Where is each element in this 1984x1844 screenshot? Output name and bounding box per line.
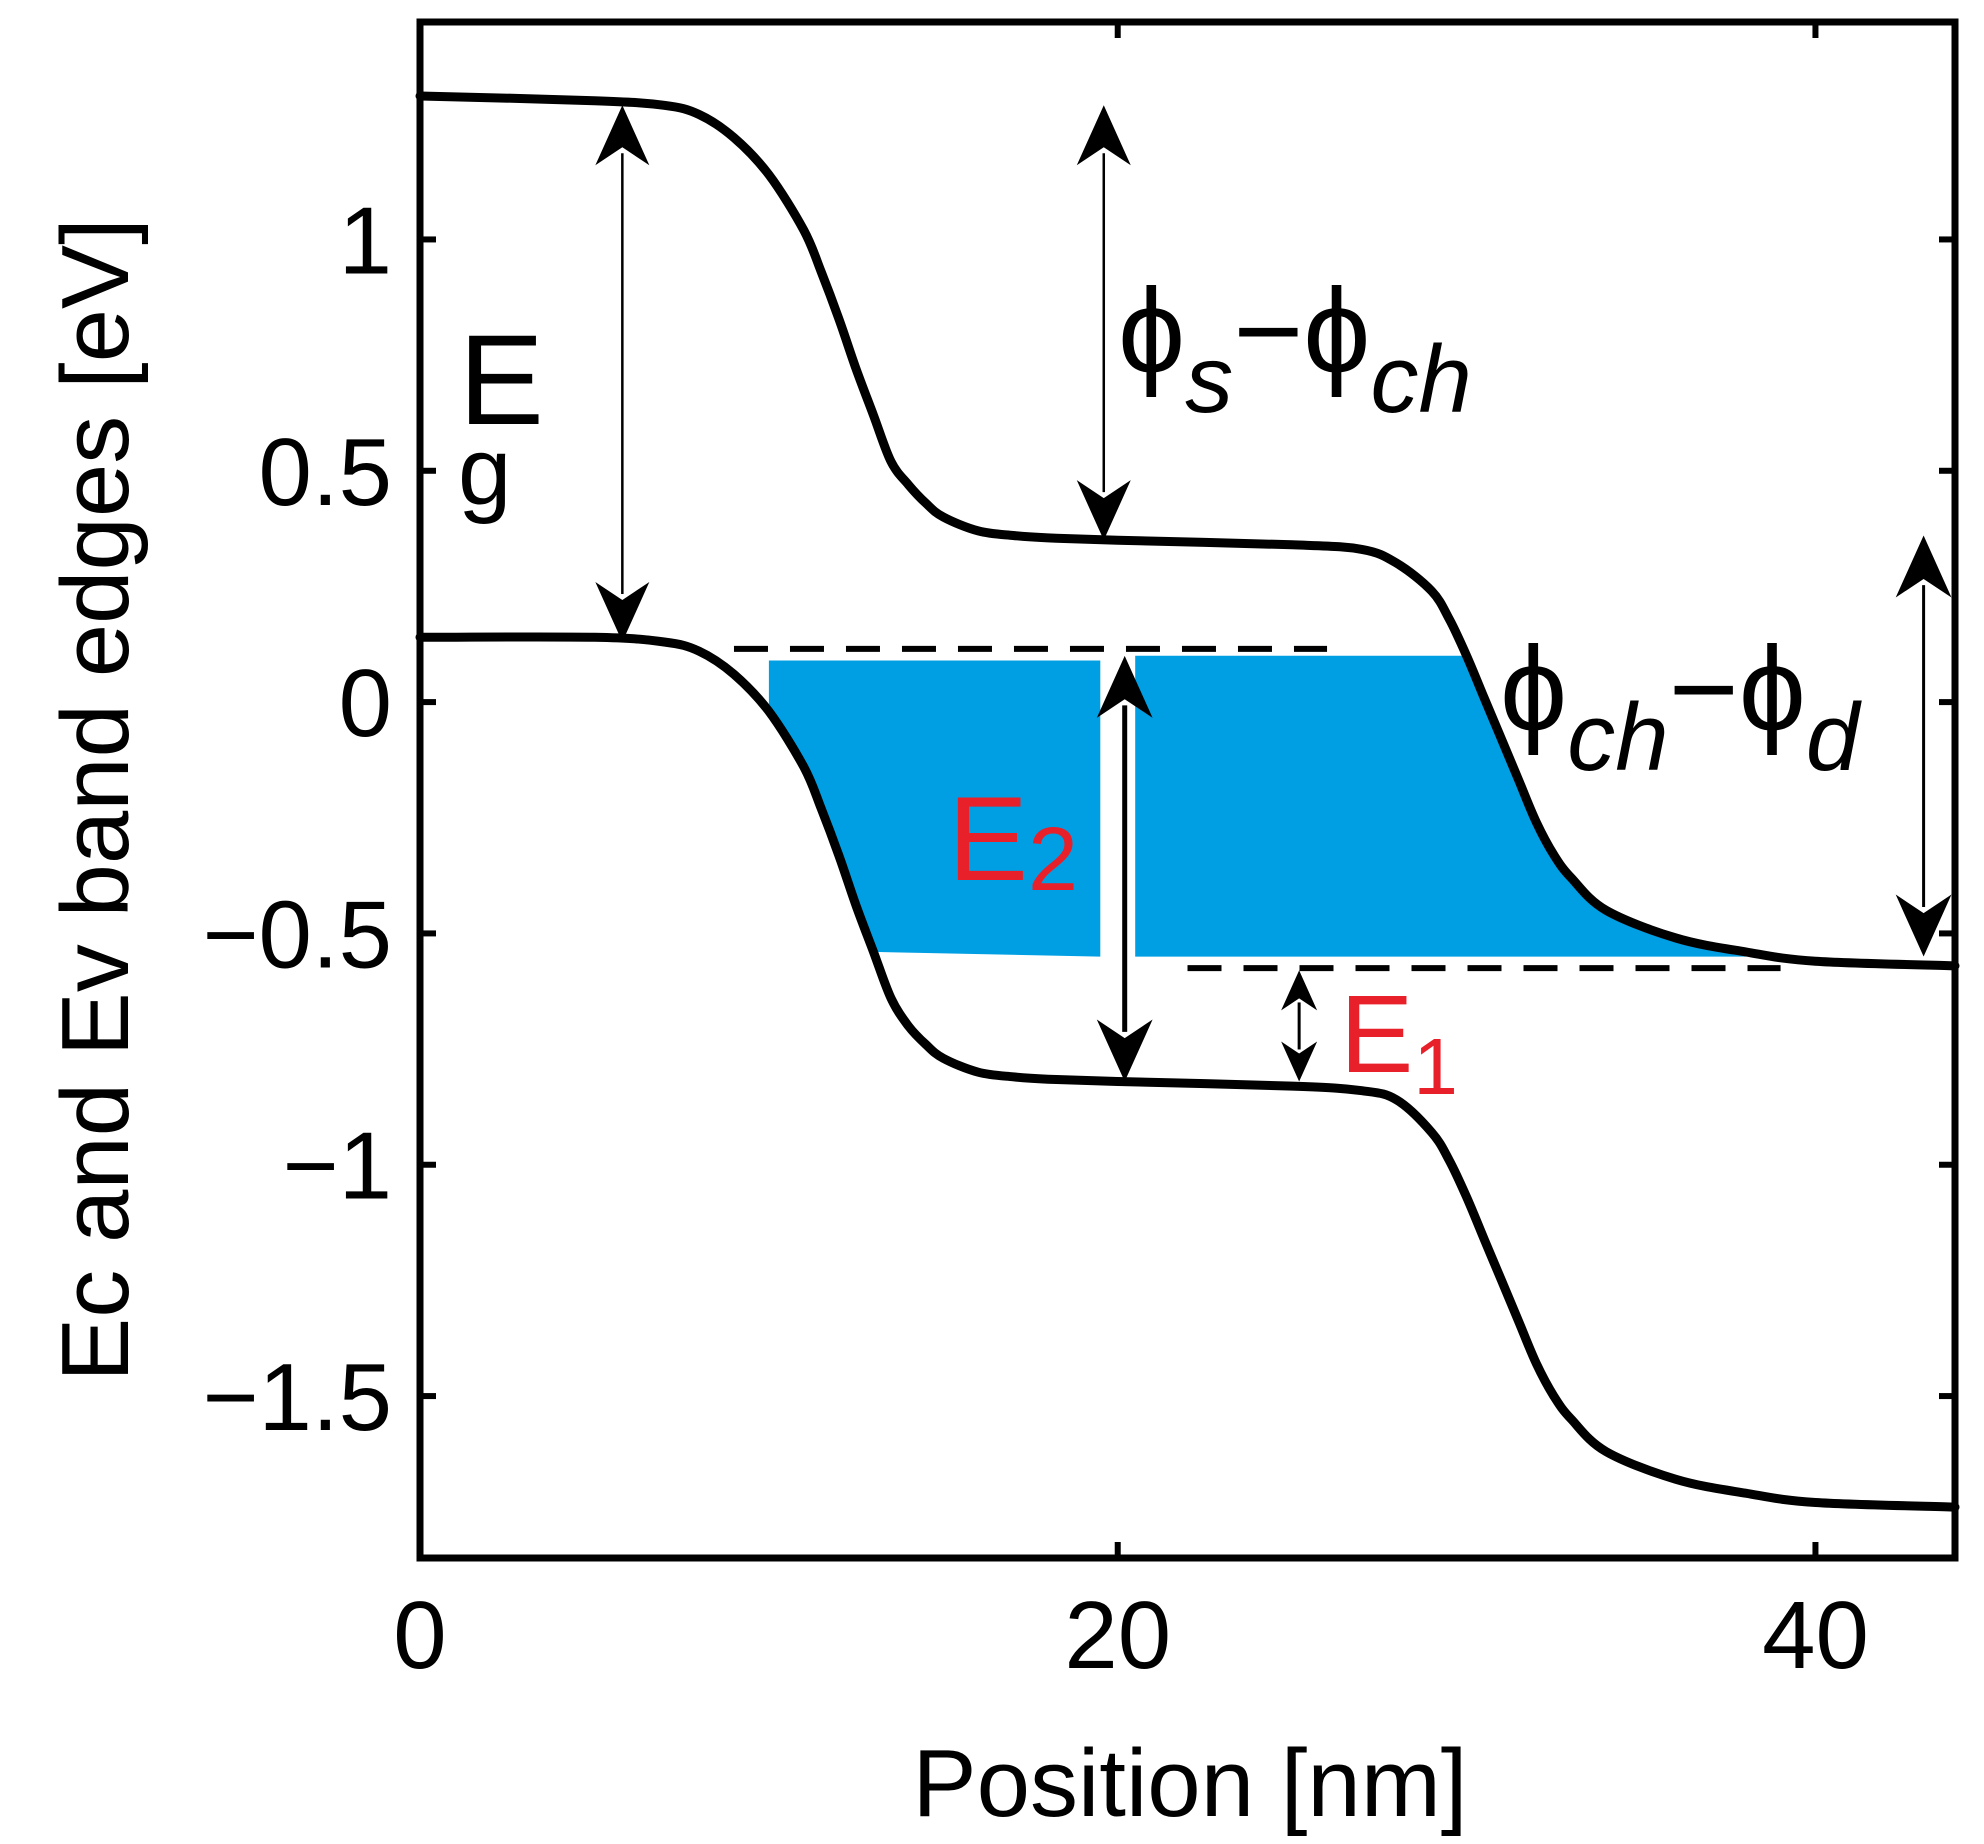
- arrow-phi-s-ch-head-bottom: [1076, 480, 1131, 541]
- e1-label: E1: [1340, 973, 1458, 1111]
- arrow-phi-ch-d: [1895, 535, 1952, 957]
- phi-ch2-sub: ch: [1567, 684, 1668, 791]
- annotation-arrows: [595, 105, 1952, 1082]
- ytick-label--0.5: −0.5: [202, 881, 392, 988]
- arrow-phi-ch-d-head-bottom: [1895, 894, 1952, 957]
- axis-ticks: [417, 22, 1955, 1558]
- phi-s-symbol: ϕ: [1118, 264, 1185, 398]
- arrow-eg: [595, 105, 650, 642]
- arrow-e1-head-top: [1281, 970, 1318, 1011]
- ytick-label-0.5: 0.5: [259, 419, 392, 526]
- phi-ch2-symbol: ϕ: [1500, 622, 1567, 756]
- xtick-label-20: 20: [1064, 1582, 1171, 1689]
- e1-label-main: E: [1340, 973, 1413, 1096]
- phi-ch-symbol: −ϕ: [1233, 264, 1370, 398]
- arrow-phi-ch-d-head-top: [1895, 535, 1952, 598]
- e2-label: E2: [948, 772, 1078, 910]
- ytick-label--1: −1: [283, 1113, 392, 1220]
- ytick-label-0: 0: [339, 650, 392, 757]
- curve-ev: [415, 632, 1960, 1512]
- phi-s-ch-label: ϕs−ϕch: [1118, 264, 1472, 433]
- arrow-eg-head-bottom: [595, 581, 650, 642]
- phi-d-sub: d: [1806, 684, 1862, 791]
- arrow-phi-s-ch-head-top: [1076, 105, 1131, 166]
- shaded-right-well: [1135, 655, 1746, 957]
- e2-label-sub: 2: [1028, 810, 1078, 910]
- ytick-label-1: 1: [339, 187, 392, 294]
- ytick-label--1.5: −1.5: [202, 1344, 392, 1451]
- x-axis-label: Position [nm]: [913, 1730, 1468, 1837]
- band-curves: [415, 91, 1960, 1512]
- arrow-e2-head-bottom: [1096, 1019, 1153, 1082]
- e1-label-sub: 1: [1413, 1022, 1458, 1111]
- phi-ch-sub: ch: [1371, 326, 1472, 433]
- phi-ch-d-label: ϕch−ϕd: [1500, 622, 1862, 791]
- arrow-e1: [1281, 970, 1318, 1082]
- xtick-label-0: 0: [393, 1582, 446, 1689]
- xtick-label-40: 40: [1762, 1582, 1869, 1689]
- eg-label-sub: g: [458, 418, 511, 525]
- arrow-phi-s-ch: [1076, 105, 1131, 541]
- plot-frame: [416, 18, 1959, 1562]
- dashed-reference-lines: [733, 645, 1781, 972]
- tick-labels: 0 20 40 1 0.5 0 −0.5 −1 −1.5: [202, 187, 1868, 1689]
- arrow-e1-head-bottom: [1281, 1041, 1318, 1082]
- curve-ec: [415, 91, 1960, 971]
- arrow-e2: [1096, 655, 1153, 1082]
- arrow-eg-head-top: [595, 105, 650, 166]
- y-axis-label: Ec and Ev band edges [eV]: [42, 218, 149, 1381]
- phi-s-sub: s: [1185, 326, 1233, 433]
- eg-label-main: E: [459, 309, 544, 452]
- e2-label-main: E: [948, 772, 1028, 906]
- arrow-e2-head-top: [1096, 655, 1153, 718]
- phi-d-symbol: −ϕ: [1669, 622, 1806, 756]
